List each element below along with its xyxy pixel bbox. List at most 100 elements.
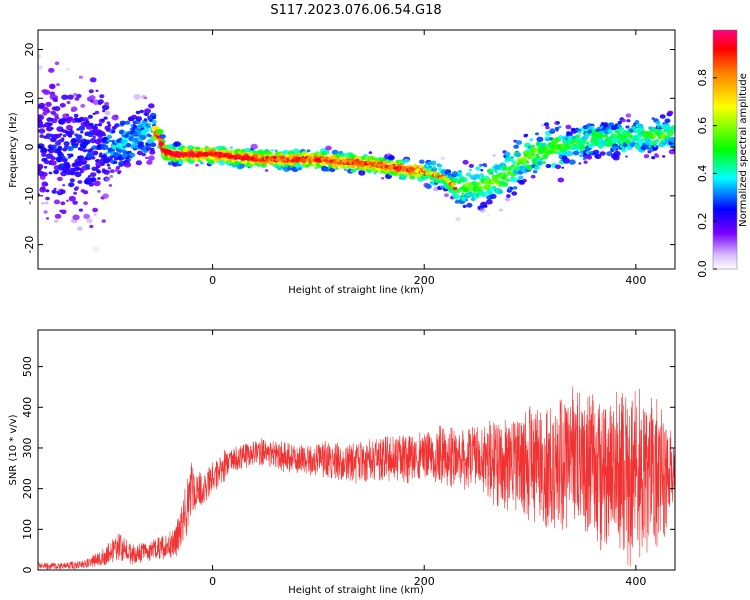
x-tick-label: 0 bbox=[209, 274, 216, 287]
spectrogram-cell bbox=[125, 143, 132, 148]
spectrogram-cell bbox=[428, 165, 433, 169]
y-tick-label: 100 bbox=[21, 519, 34, 540]
spectrogram-cell bbox=[59, 189, 66, 194]
spectrogram-cell bbox=[504, 196, 511, 202]
spectrogram-cell bbox=[431, 167, 438, 172]
spectrogram-cell bbox=[129, 152, 136, 158]
spectrogram-cell bbox=[141, 152, 146, 157]
spectrogram-cell bbox=[97, 190, 101, 193]
spectrogram-cell bbox=[101, 118, 105, 122]
spectrogram-cell bbox=[565, 124, 572, 130]
spectrogram-cell bbox=[438, 167, 442, 171]
spectrogram-ridge-cell bbox=[432, 171, 437, 175]
spectrogram-cell bbox=[462, 159, 469, 165]
snr-x-axis-label: Height of straight line (km) bbox=[288, 585, 424, 596]
spectrogram-cell bbox=[619, 127, 625, 131]
spectrogram-cell bbox=[540, 123, 545, 127]
spectrogram-cell bbox=[135, 110, 141, 115]
spectrogram-cell bbox=[554, 126, 560, 131]
spectrogram-cell bbox=[505, 178, 510, 182]
y-tick-label: 0 bbox=[23, 144, 36, 151]
spectrogram-cell bbox=[465, 172, 472, 177]
spectrogram-cell bbox=[75, 186, 79, 190]
spectrogram-cell bbox=[147, 155, 155, 161]
spectrogram-cell bbox=[568, 159, 576, 165]
spectrogram-cell bbox=[66, 100, 71, 105]
spectrogram-cell bbox=[483, 204, 488, 208]
spectrogram-cell bbox=[59, 103, 66, 108]
spectrogram-cell bbox=[440, 156, 446, 161]
spectrogram-ridge-cell bbox=[257, 155, 262, 159]
spectrogram-cell bbox=[143, 118, 148, 121]
spectrogram-cell bbox=[364, 154, 368, 157]
spectrogram-cell bbox=[119, 120, 126, 126]
spectrogram-cell bbox=[147, 145, 152, 149]
y-tick-label: 10 bbox=[23, 91, 36, 105]
spectrogram-cell bbox=[306, 149, 311, 153]
spectrogram-cell bbox=[621, 148, 627, 153]
spectrogram-cell bbox=[343, 168, 348, 172]
spectrogram-cell bbox=[54, 213, 62, 219]
spectrogram-cell bbox=[69, 128, 73, 131]
spectrogram-cell bbox=[62, 184, 66, 187]
spectrogram-cell bbox=[509, 187, 513, 190]
spectrogram-cell bbox=[672, 128, 675, 132]
spectrogram-cell bbox=[102, 154, 108, 159]
spectrogram-cell bbox=[530, 174, 536, 179]
y-tick-label: 0 bbox=[21, 567, 34, 574]
spectrogram-cell bbox=[45, 183, 49, 186]
spectrogram-cell bbox=[104, 110, 111, 116]
spectrogram-cell bbox=[38, 114, 45, 120]
colorbar-tick-label: 0.6 bbox=[696, 117, 709, 135]
spectrogram-cell bbox=[350, 168, 357, 173]
y-tick-label: 200 bbox=[21, 478, 34, 499]
spectrogram-cell bbox=[101, 104, 110, 111]
snr-series-line bbox=[38, 386, 675, 570]
snr-marks bbox=[38, 386, 675, 570]
spectrogram-cell bbox=[429, 160, 437, 166]
spectrogram-cell bbox=[91, 156, 96, 160]
spectrogram-cell bbox=[149, 149, 156, 155]
spectrogram-cell bbox=[199, 161, 204, 165]
spectrogram-cell bbox=[603, 134, 609, 138]
spectrogram-cell bbox=[82, 145, 87, 149]
spectrogram-marks bbox=[38, 54, 675, 252]
spectrogram-cell bbox=[572, 150, 580, 156]
spectrogram-cell bbox=[229, 146, 233, 149]
spectrogram-cell bbox=[178, 143, 182, 146]
x-tick-label: 400 bbox=[625, 575, 646, 588]
spectrogram-cell bbox=[558, 125, 562, 129]
spectrogram-cell bbox=[487, 168, 494, 174]
spectrogram-cell bbox=[147, 122, 151, 126]
spectrogram-cell bbox=[156, 128, 164, 135]
spectrogram-cell bbox=[62, 134, 67, 138]
spectrogram-cell bbox=[51, 189, 57, 194]
spectrogram-cell bbox=[625, 155, 628, 158]
spectrogram-cell bbox=[70, 106, 78, 112]
spectrogram-cell bbox=[592, 149, 600, 155]
spectrogram-cell bbox=[99, 152, 103, 155]
spectrogram-cell bbox=[556, 121, 560, 125]
spectrogram-cell bbox=[94, 151, 98, 155]
spectrogram-cell bbox=[83, 213, 90, 219]
y-tick-label: 400 bbox=[21, 397, 34, 418]
spectrogram-cell bbox=[484, 164, 488, 168]
spectrogram-cell bbox=[439, 185, 444, 188]
spectrogram-cell bbox=[661, 133, 667, 138]
spectrogram-cell bbox=[39, 134, 45, 139]
spectrogram-cell bbox=[60, 209, 67, 215]
spectrogram-cell bbox=[669, 137, 675, 143]
spectrogram-cell bbox=[63, 158, 68, 162]
spectrogram-cell bbox=[637, 123, 644, 129]
colorbar-label: Normalized spectral amplitude bbox=[738, 73, 749, 227]
spectrogram-cell bbox=[506, 194, 511, 198]
spectrogram-cell bbox=[654, 154, 660, 158]
spectrogram-ridge-cell bbox=[272, 156, 277, 160]
spectrogram-cell bbox=[68, 182, 75, 188]
spectrogram-cell bbox=[92, 125, 99, 131]
spectrogram-cell bbox=[51, 118, 58, 124]
spectrogram-cell bbox=[409, 175, 416, 180]
y-tick-label: 20 bbox=[23, 43, 36, 57]
spectrogram-cell bbox=[387, 155, 395, 161]
spectrogram-cell bbox=[615, 148, 619, 151]
